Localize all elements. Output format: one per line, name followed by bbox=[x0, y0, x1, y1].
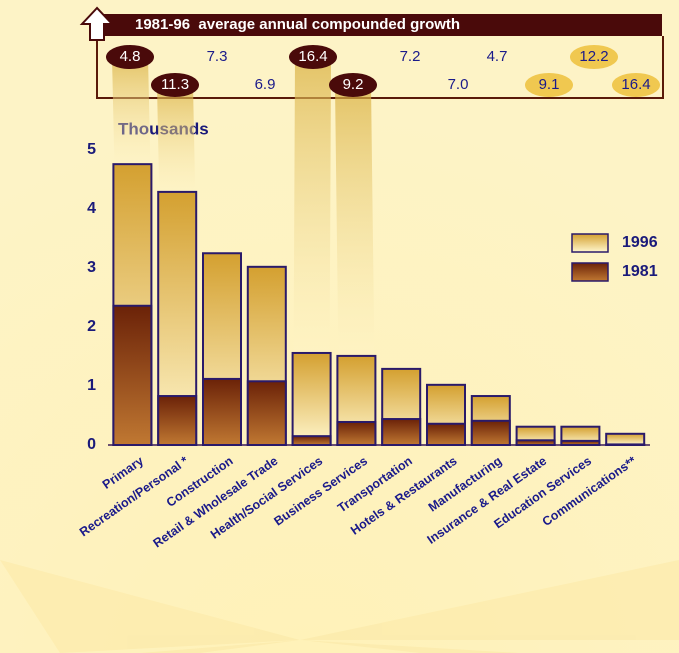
bar bbox=[112, 304, 153, 447]
arrow-icon bbox=[79, 6, 115, 41]
bar bbox=[291, 351, 332, 446]
growth-header bbox=[100, 14, 662, 36]
bar bbox=[426, 422, 466, 447]
bar bbox=[381, 418, 422, 447]
growth-label: 11.3 bbox=[161, 76, 189, 93]
growth-label: 9.1 bbox=[539, 76, 560, 93]
growth-oval bbox=[151, 73, 199, 97]
light-beam bbox=[157, 85, 196, 192]
bar bbox=[605, 432, 646, 447]
bar bbox=[291, 435, 332, 446]
y-tick-label: 1 bbox=[87, 377, 96, 394]
growth-oval bbox=[289, 45, 337, 69]
y-tick-label: 4 bbox=[87, 200, 96, 217]
bar bbox=[560, 439, 601, 446]
y-tick-label: 0 bbox=[87, 436, 96, 453]
growth-label: 7.3 bbox=[207, 48, 228, 65]
legend-swatch bbox=[571, 262, 609, 282]
bar bbox=[515, 439, 556, 446]
growth-label: 16.4 bbox=[298, 48, 327, 65]
growth-label: 4.7 bbox=[487, 48, 508, 65]
growth-label: 7.2 bbox=[400, 48, 421, 65]
light-beam bbox=[335, 85, 375, 356]
bar bbox=[336, 420, 377, 446]
bar bbox=[157, 395, 198, 446]
growth-label: 12.2 bbox=[579, 48, 608, 65]
light-beam bbox=[112, 57, 151, 165]
light-beam bbox=[293, 57, 331, 353]
growth-oval bbox=[570, 45, 618, 69]
bar bbox=[246, 380, 287, 446]
legend-label: 1981 bbox=[622, 263, 658, 280]
growth-label: 7.0 bbox=[448, 76, 469, 93]
growth-label: 4.8 bbox=[120, 48, 141, 65]
legend-label: 1996 bbox=[622, 234, 658, 251]
growth-title: 1981-96 average annual compounded growth bbox=[135, 16, 460, 33]
growth-label: 6.9 bbox=[255, 76, 276, 93]
y-tick-label: 3 bbox=[87, 259, 96, 276]
growth-oval bbox=[106, 45, 154, 69]
bar bbox=[202, 377, 242, 447]
growth-label: 16.4 bbox=[621, 76, 650, 93]
growth-frame bbox=[96, 36, 664, 99]
y-tick-label: 5 bbox=[87, 141, 96, 158]
growth-oval bbox=[329, 73, 377, 97]
rays bbox=[0, 560, 679, 653]
legend-swatch bbox=[571, 233, 609, 253]
growth-label: 9.2 bbox=[343, 76, 364, 93]
growth-oval bbox=[525, 73, 573, 97]
bar bbox=[605, 443, 646, 447]
growth-oval bbox=[612, 73, 660, 97]
bar bbox=[470, 419, 511, 446]
y-tick-label: 2 bbox=[87, 318, 96, 335]
